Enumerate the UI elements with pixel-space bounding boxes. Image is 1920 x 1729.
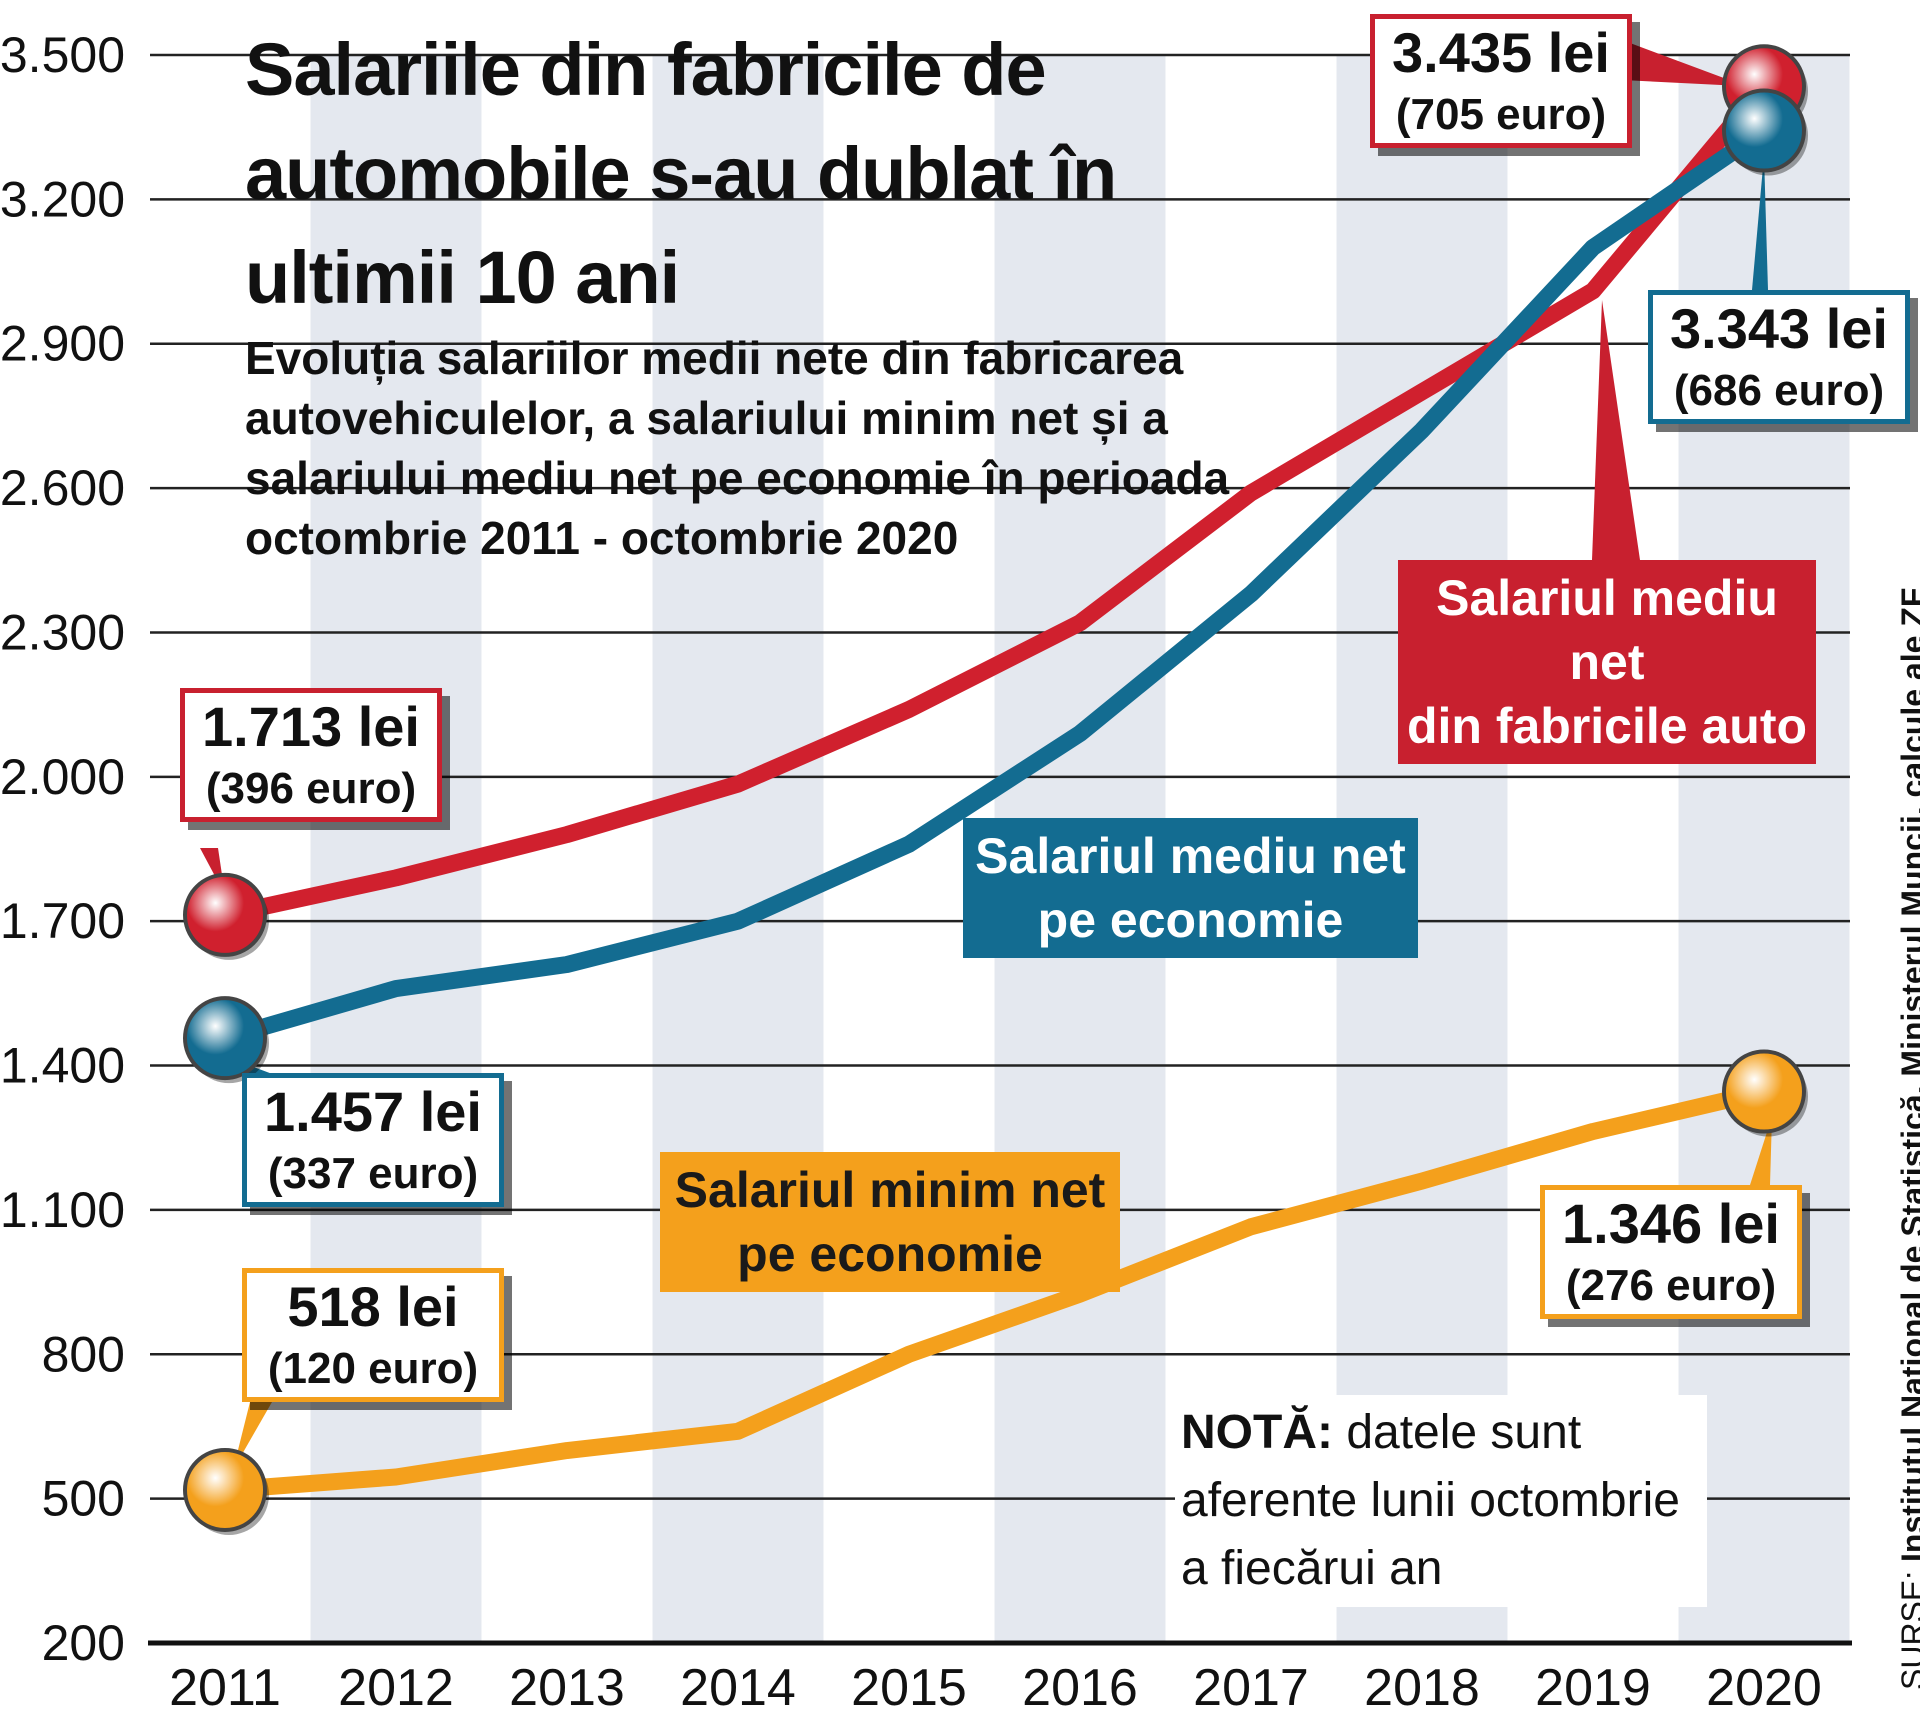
stripe-2014 — [652, 55, 824, 1643]
y-tick-label: 200 — [42, 1615, 125, 1671]
y-tick-label: 1.100 — [0, 1182, 125, 1238]
economy-end-lei: 3.343 lei — [1670, 297, 1888, 360]
note-label: NOTĂ: — [1181, 1406, 1333, 1459]
marker-minimum-2020 — [1722, 1049, 1806, 1134]
auto-start-lei: 1.713 lei — [202, 695, 420, 758]
marker-auto-2011 — [183, 872, 267, 957]
x-tick-label: 2013 — [509, 1659, 625, 1717]
marker-minimum-2011 — [183, 1447, 267, 1532]
auto-series-label-line1: Salariul mediu net — [1436, 570, 1778, 690]
minimum-series-label-line2: pe economie — [737, 1226, 1043, 1282]
connector-economy-end — [1752, 155, 1768, 290]
series-line-economy — [216, 122, 1773, 1047]
minimum-end-value-box: 1.346 lei (276 euro) — [1540, 1185, 1802, 1319]
auto-end-value-box: 3.435 lei (705 euro) — [1370, 14, 1632, 148]
marker-economy-2020 — [1722, 88, 1806, 173]
economy-end-euro: (686 euro) — [1673, 366, 1885, 415]
marker-economy-2011 — [183, 996, 267, 1081]
minimum-series-label: Salariul minim net pe economie — [660, 1152, 1120, 1292]
connector-auto-label — [1592, 300, 1640, 560]
minimum-start-euro: (120 euro) — [267, 1344, 479, 1393]
y-tick-label: 2.600 — [0, 460, 125, 516]
chart-subtitle: Evoluția salariilor medii nete din fabri… — [245, 332, 1230, 564]
auto-start-value-box: 1.713 lei (396 euro) — [180, 688, 442, 822]
auto-end-euro: (705 euro) — [1395, 90, 1607, 139]
y-tick-label: 1.400 — [0, 1038, 125, 1094]
x-tick-label: 2020 — [1706, 1659, 1822, 1717]
economy-series-label-line1: Salariul mediu net — [975, 828, 1406, 884]
y-tick-label: 3.500 — [0, 27, 125, 83]
y-tick-label: 2.300 — [0, 604, 125, 660]
minimum-end-euro: (276 euro) — [1565, 1261, 1777, 1310]
note: NOTĂ: datele sunt aferente lunii octombr… — [1175, 1395, 1707, 1607]
economy-series-label: Salariul mediu net pe economie — [963, 818, 1418, 958]
source-credit: SURSE: Institutul Național de Statistică… — [1895, 588, 1920, 1690]
chart-title: Salariile din fabricile de automobile s-… — [245, 28, 1117, 319]
y-tick-label: 2.000 — [0, 749, 125, 805]
economy-start-euro: (337 euro) — [267, 1149, 479, 1198]
connector-minimum-end — [1750, 1116, 1772, 1185]
economy-series-label-line2: pe economie — [1037, 892, 1344, 948]
x-tick-label: 2012 — [338, 1659, 454, 1717]
y-tick-label: 2.900 — [0, 316, 125, 372]
note-text: datele sunt aferente lunii octombrie a f… — [1181, 1406, 1680, 1595]
x-tick-label: 2019 — [1535, 1659, 1651, 1717]
economy-start-value-box: 1.457 lei (337 euro) — [242, 1073, 504, 1207]
auto-end-lei: 3.435 lei — [1392, 21, 1610, 84]
y-tick-label: 500 — [42, 1471, 125, 1527]
economy-end-value-box: 3.343 lei (686 euro) — [1648, 290, 1910, 424]
x-tick-label: 2017 — [1193, 1659, 1309, 1717]
x-tick-label: 2016 — [1022, 1659, 1138, 1717]
economy-start-lei: 1.457 lei — [264, 1080, 482, 1143]
minimum-series-label-line1: Salariul minim net — [674, 1162, 1106, 1218]
auto-series-label-line2: din fabricile auto — [1406, 698, 1808, 754]
x-tick-label: 2011 — [169, 1659, 281, 1717]
y-tick-label: 800 — [42, 1326, 125, 1382]
series-line-minimum — [216, 1083, 1773, 1499]
source-text: Institutul Național de Statistică, Minis… — [1895, 587, 1920, 1562]
source-label: SURSE: — [1895, 1570, 1920, 1690]
connector-auto-end — [1622, 40, 1746, 87]
minimum-end-lei: 1.346 lei — [1562, 1192, 1780, 1255]
x-tick-label: 2015 — [851, 1659, 967, 1717]
y-tick-label: 3.200 — [0, 171, 125, 227]
x-tick-label: 2018 — [1364, 1659, 1480, 1717]
x-tick-label: 2014 — [680, 1659, 796, 1717]
auto-series-label: Salariul mediu net din fabricile auto — [1398, 560, 1816, 764]
minimum-start-value-box: 518 lei (120 euro) — [242, 1268, 504, 1402]
y-tick-label: 1.700 — [0, 893, 125, 949]
connector-auto-start — [200, 848, 225, 895]
auto-start-euro: (396 euro) — [205, 764, 417, 813]
minimum-start-lei: 518 lei — [287, 1275, 459, 1338]
